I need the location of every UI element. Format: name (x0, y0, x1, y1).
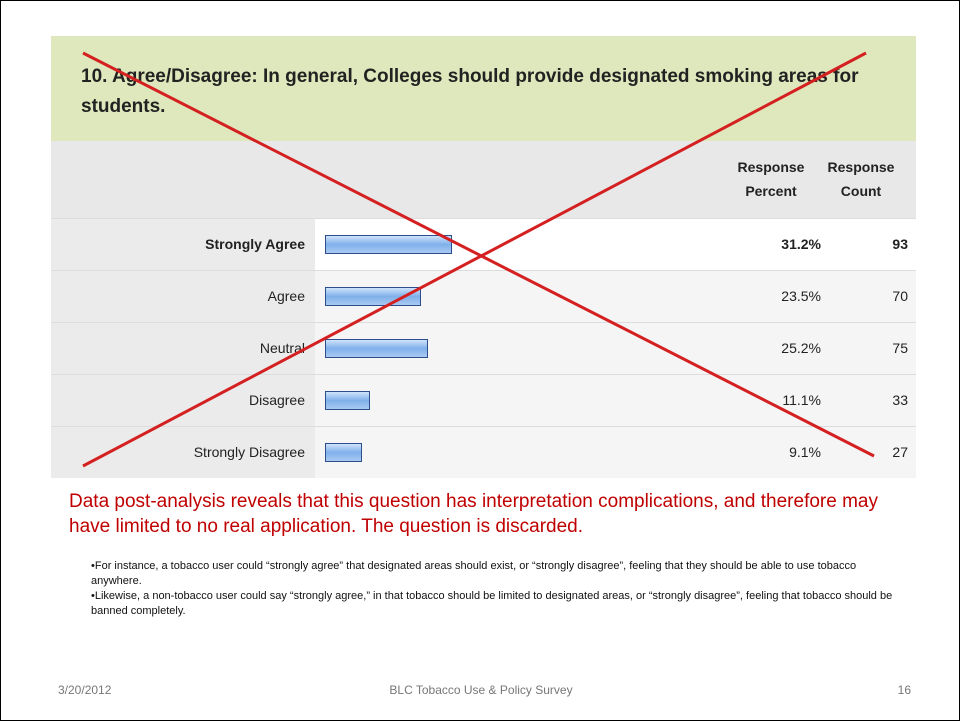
response-percent: 31.2% (781, 236, 821, 252)
footer-page: 16 (897, 683, 911, 697)
cross-line (82, 51, 875, 458)
row-label: Strongly Agree (51, 219, 315, 270)
row-label: Strongly Disagree (51, 427, 315, 478)
column-header: Response Percent (737, 159, 805, 199)
bullet: •For instance, a tobacco user could “str… (91, 560, 857, 587)
footer-date: 3/20/2012 (58, 683, 112, 697)
survey-question: 10. Agree/Disagree: In general, Colleges… (51, 36, 916, 478)
table-row: Strongly Disagree 9.1% 27 (51, 426, 916, 478)
footer-center: BLC Tobacco Use & Policy Survey (389, 683, 573, 697)
response-percent: 9.1% (789, 444, 821, 460)
bar (325, 443, 363, 462)
bullet: •Likewise, a non-tobacco user could say … (91, 590, 893, 617)
question-title: 10. Agree/Disagree: In general, Colleges… (51, 36, 916, 141)
cross-line (82, 51, 867, 468)
bar (325, 339, 428, 358)
table-header: Response Percent Response Count (51, 141, 916, 218)
bar (325, 391, 371, 410)
response-count: 27 (892, 444, 908, 460)
column-header: Response Count (827, 159, 895, 199)
table-row: Agree 23.5% 70 (51, 270, 916, 322)
bullets: •For instance, a tobacco user could “str… (91, 559, 901, 619)
table-row: Disagree 11.1% 33 (51, 374, 916, 426)
row-label: Disagree (51, 375, 315, 426)
response-percent: 11.1% (782, 392, 821, 408)
response-count: 93 (892, 236, 908, 252)
table-row: Strongly Agree 31.2% 93 (51, 218, 916, 270)
red-note: Data post-analysis reveals that this que… (69, 491, 878, 537)
response-count: 75 (892, 340, 908, 356)
row-label: Agree (51, 271, 315, 322)
response-count: 70 (892, 288, 908, 304)
table-row: Neutral 25.2% 75 (51, 322, 916, 374)
table-body: Strongly Agree 31.2% 93 Agree 23.5% 70 Neutral… (51, 218, 916, 478)
response-percent: 23.5% (781, 288, 821, 304)
response-percent: 25.2% (781, 340, 821, 356)
response-count: 33 (892, 392, 908, 408)
bar (325, 235, 452, 254)
